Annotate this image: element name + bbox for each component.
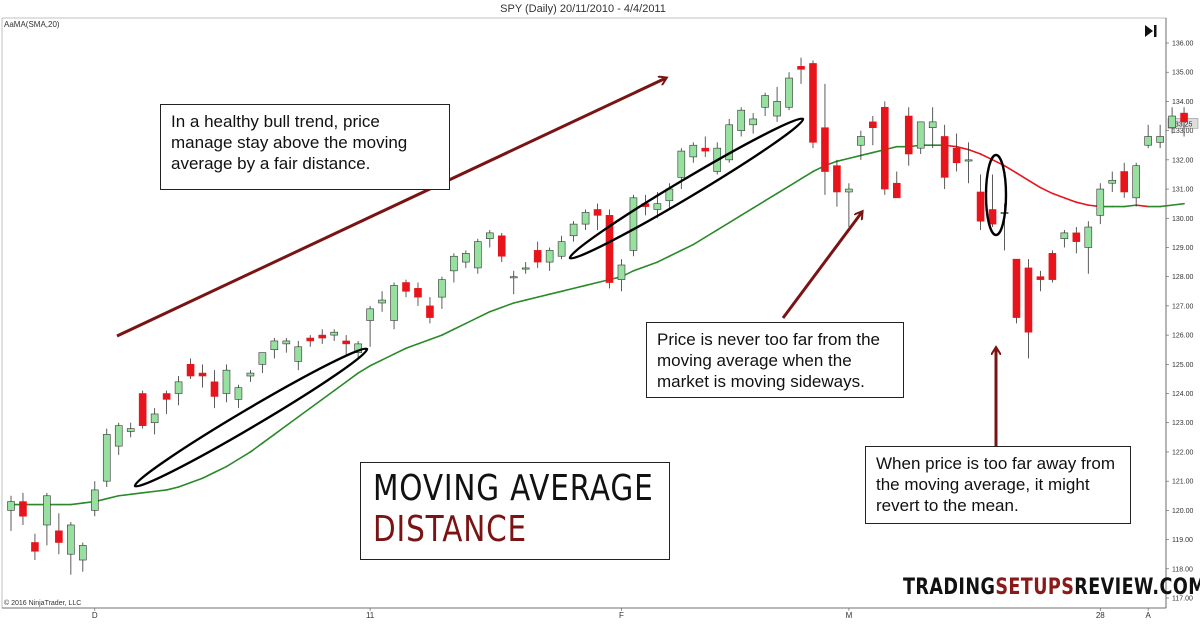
svg-text:126.00: 126.00 [1172,333,1194,340]
svg-text:136.00: 136.00 [1172,41,1194,48]
ellipse-overextension [984,153,1008,237]
svg-text:F: F [619,611,624,620]
chart-title: SPY (Daily) 20/11/2010 - 4/4/2011 [500,3,666,15]
svg-text:133.25: 133.25 [1171,121,1193,128]
sideways-arrow [781,212,862,319]
svg-text:133.00: 133.00 [1172,128,1194,135]
svg-text:120.00: 120.00 [1172,508,1194,515]
svg-text:117.00: 117.00 [1172,596,1193,603]
svg-text:127.00: 127.00 [1172,303,1194,310]
svg-text:124.00: 124.00 [1172,391,1194,398]
svg-text:28: 28 [1096,611,1105,620]
svg-text:118.00: 118.00 [1172,566,1193,573]
title-line-1: MOVING AVERAGE [373,468,654,509]
svg-text:135.00: 135.00 [1172,70,1194,77]
svg-text:119.00: 119.00 [1172,537,1193,544]
trend-arrow [116,78,666,338]
svg-text:D: D [92,611,98,620]
svg-text:130.00: 130.00 [1172,216,1194,223]
ellipse-uptrend-2 [568,117,805,260]
annotation-sideways: Price is never too far from the moving a… [646,322,904,398]
svg-text:129.00: 129.00 [1172,245,1194,252]
ellipse-uptrend-1 [133,347,369,488]
sma-line [10,144,1185,506]
svg-text:11: 11 [366,611,375,620]
svg-text:122.00: 122.00 [1172,449,1194,456]
brand-part-1: TRADING [903,575,996,600]
svg-text:134.00: 134.00 [1172,99,1194,106]
brand-part-2: SETUPS [995,575,1075,600]
candles [7,57,1188,575]
svg-text:132.00: 132.00 [1172,157,1194,164]
axes: 117.00 118.00 119.00 120.00 121.00 122.00 123.… [1,17,1199,620]
svg-text:131.00: 131.00 [1172,187,1194,194]
svg-text:123.00: 123.00 [1172,420,1194,427]
svg-text:M: M [846,611,853,620]
svg-text:A: A [1145,611,1151,620]
annotation-bull-trend: In a healthy bull trend, price manage st… [160,104,450,190]
svg-text:128.00: 128.00 [1172,274,1194,281]
brand-watermark: TRADINGSETUPSREVIEW.COM [903,575,1200,600]
scroll-to-end-button[interactable] [1144,24,1158,38]
svg-text:121.00: 121.00 [1172,479,1194,486]
annotation-revert: When price is too far away from the movi… [865,446,1131,524]
brand-part-3: REVIEW.COM [1074,575,1200,600]
title-box: MOVING AVERAGE DISTANCE [360,462,670,560]
svg-text:125.00: 125.00 [1172,362,1194,369]
title-line-2: DISTANCE [373,509,528,550]
indicator-label: AaMA(SMA,20) [4,20,60,29]
skip-end-icon [1145,25,1157,37]
copyright-text: © 2016 NinjaTrader, LLC [4,600,82,607]
